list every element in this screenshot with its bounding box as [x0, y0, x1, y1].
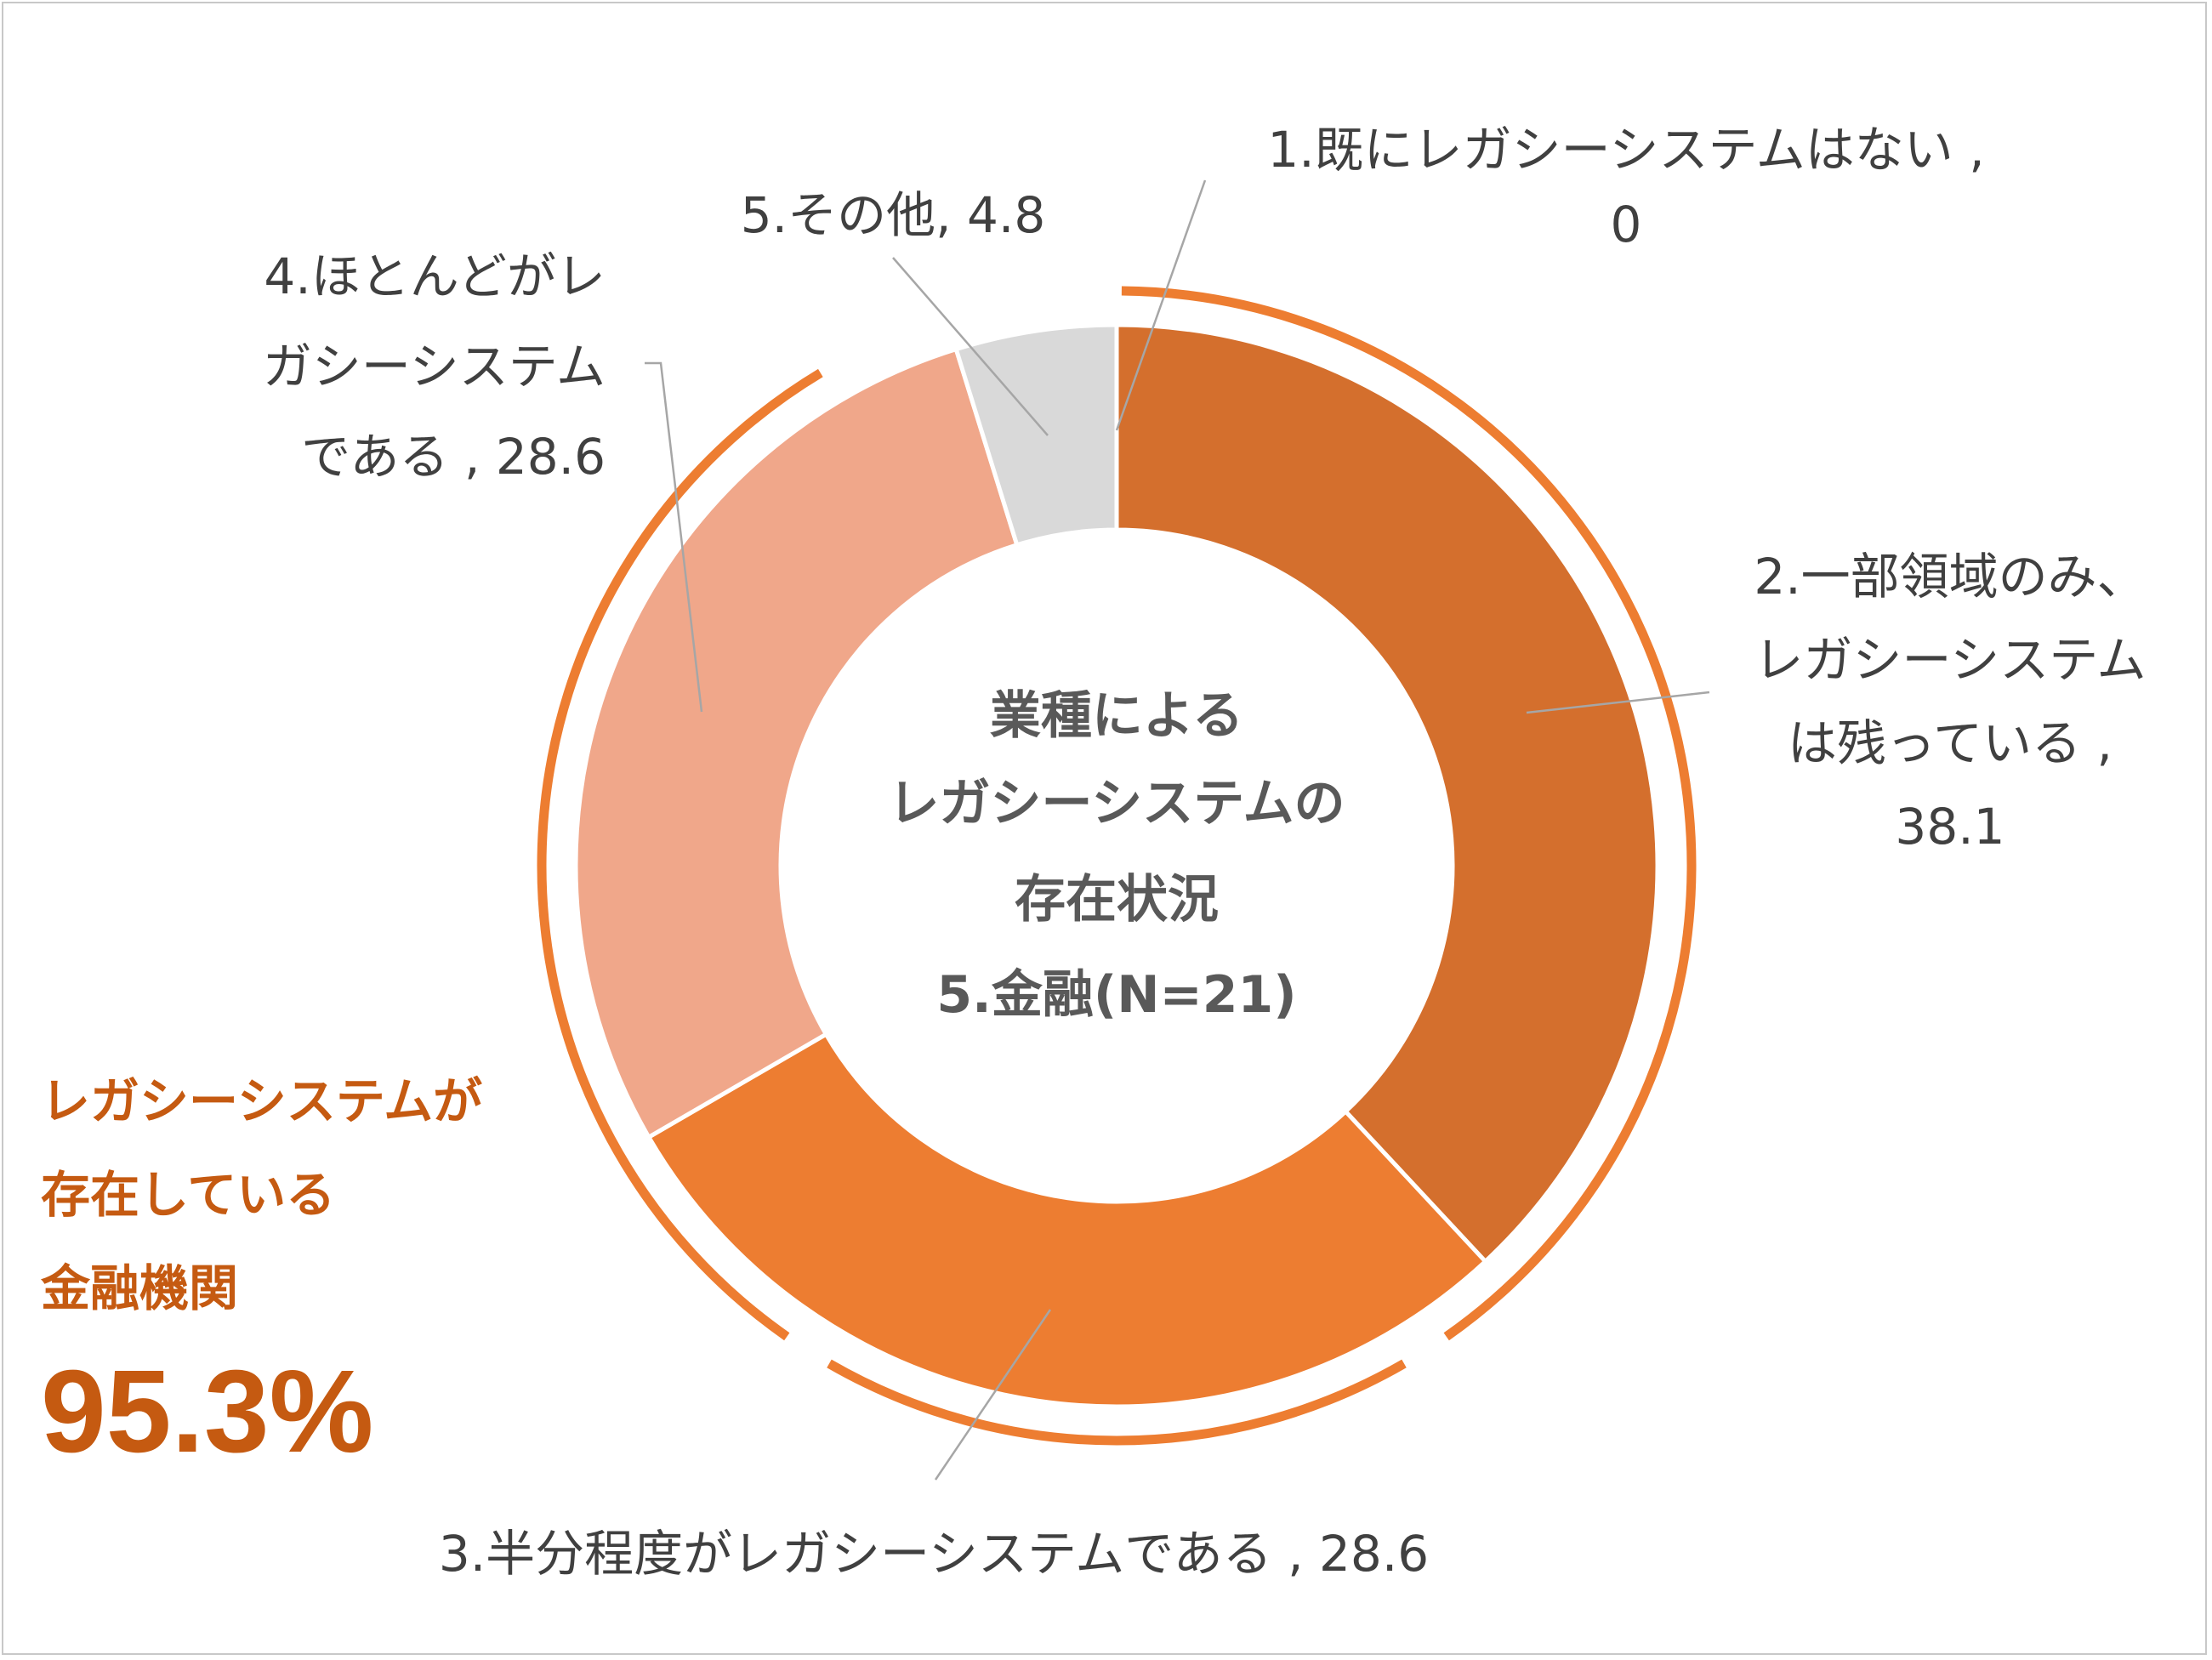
- slice-label-line: 3.半分程度がレガシーシステムである , 28.6: [439, 1525, 1429, 1583]
- slice-label-line: は残っている ,: [1788, 714, 2112, 772]
- highlight-arc-left: [537, 368, 823, 1341]
- center-title-line-3: 存在状況: [1015, 870, 1219, 929]
- slice-label-4: 4.ほとんどがレガシーシステムである , 28.6: [263, 247, 606, 486]
- slice-label-line: 2.一部領域のみ、: [1754, 548, 2146, 605]
- center-title-line-2: レガシーシステムの: [889, 774, 1345, 833]
- leader-line-1: [1115, 179, 1207, 431]
- note-line-1: レガシーシステムが: [41, 1072, 483, 1130]
- donut-slices: [573, 322, 1660, 1409]
- leader-line-3: [934, 1309, 1052, 1481]
- slice-label-line: 4.ほとんどがレ: [264, 247, 606, 305]
- slice-label-line: 38.1: [1895, 798, 2004, 856]
- highlight-arcs: [537, 286, 1697, 1446]
- slice-label-line: 1.既にレガシーシステムはない ,: [1267, 121, 1984, 179]
- slice-label-line: ガシーシステム: [263, 338, 606, 395]
- slice-2: [1114, 322, 1660, 1265]
- leader-line-2: [1526, 691, 1710, 714]
- note-percent: 95.3%: [41, 1346, 374, 1477]
- note-line-2: 存在している: [41, 1166, 336, 1224]
- leader-line-5: [892, 257, 1049, 436]
- leader-line-4: [645, 361, 703, 713]
- slice-label-line: レガシーシステム: [1754, 631, 2146, 689]
- slice-label-5: 5.その他, 4.8: [741, 186, 1045, 244]
- center-title-line-1: 業種による: [990, 686, 1243, 746]
- slice-label-1: 1.既にレガシーシステムはない , 0: [1267, 121, 1984, 253]
- slice-labels: 1.既にレガシーシステムはない , 0 2.一部領域のみ、レガシーシステムは残ってい…: [263, 121, 2147, 1583]
- slice-label-line: 0: [1611, 196, 1642, 253]
- note-line-3: 金融機関: [41, 1259, 239, 1317]
- slice-label-2: 2.一部領域のみ、レガシーシステムは残っている , 38.1: [1754, 548, 2146, 856]
- slice-label-line: 5.その他, 4.8: [741, 186, 1045, 244]
- summary-note: レガシーシステムが 存在している 金融機関 95.3%: [41, 1055, 482, 1480]
- slice-label-3: 3.半分程度がレガシーシステムである , 28.6: [439, 1525, 1429, 1583]
- slice-label-line: である , 28.6: [301, 428, 606, 486]
- highlight-arc-right: [1121, 286, 1697, 1341]
- leader-lines: [645, 179, 1710, 1481]
- slice-5: [953, 322, 1119, 548]
- slice-4: [573, 346, 1020, 1140]
- center-title-line-4: 5.金融(N=21): [936, 965, 1296, 1025]
- highlight-arc-bottom: [827, 1359, 1407, 1446]
- slice-3: [645, 1031, 1489, 1409]
